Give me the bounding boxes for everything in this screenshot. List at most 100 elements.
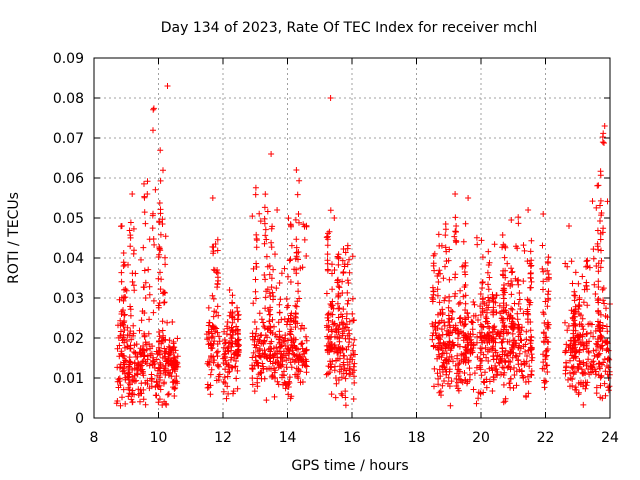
data-point (585, 349, 592, 356)
data-point (286, 257, 293, 264)
data-point (142, 401, 149, 408)
data-point (266, 262, 273, 269)
data-point (252, 288, 259, 295)
data-point (462, 262, 469, 269)
data-point (289, 356, 296, 363)
data-point (502, 359, 509, 366)
data-point (465, 314, 472, 321)
data-point (140, 396, 147, 403)
data-point (269, 316, 276, 323)
data-point (539, 242, 546, 249)
data-point (212, 241, 219, 247)
data-point (569, 345, 576, 352)
data-point (255, 352, 262, 359)
data-point (249, 213, 256, 220)
data-point (149, 212, 156, 219)
data-point (570, 322, 577, 329)
data-point (596, 350, 603, 357)
data-point (251, 319, 258, 325)
data-point (579, 315, 586, 322)
data-point (528, 357, 535, 364)
data-point (267, 329, 274, 336)
data-point (459, 318, 466, 325)
data-point (299, 362, 306, 369)
data-point (500, 316, 507, 322)
data-point (569, 314, 576, 321)
data-point (283, 296, 290, 302)
data-point (134, 366, 141, 373)
data-point (572, 269, 579, 276)
data-point (130, 330, 137, 337)
data-point (157, 286, 164, 293)
data-point (133, 370, 140, 377)
data-point (505, 364, 512, 370)
data-point (249, 365, 256, 372)
data-point (528, 237, 535, 244)
data-point (569, 280, 576, 287)
data-point (140, 347, 147, 354)
data-point (229, 314, 236, 321)
data-point (249, 365, 256, 372)
data-point (468, 336, 475, 343)
data-point (207, 391, 214, 398)
data-point (268, 244, 275, 251)
data-point (285, 378, 292, 385)
y-tick-label: 0.04 (53, 251, 84, 267)
data-point (120, 386, 127, 393)
data-point (329, 270, 335, 277)
data-point (299, 264, 306, 271)
data-point (598, 333, 605, 340)
data-point (461, 332, 468, 339)
data-point (234, 367, 241, 374)
data-point (434, 325, 441, 332)
data-point (340, 359, 347, 366)
data-point (603, 323, 610, 330)
data-point (171, 354, 178, 361)
data-point (438, 326, 445, 333)
data-point (303, 333, 309, 340)
data-point (335, 292, 342, 299)
data-point (442, 226, 449, 233)
data-point (172, 385, 179, 391)
data-point (339, 278, 346, 285)
data-point (332, 394, 339, 401)
data-point (229, 319, 236, 326)
data-point (527, 340, 534, 347)
data-point (525, 297, 532, 304)
data-point (210, 353, 217, 360)
data-point (429, 284, 436, 291)
data-point (158, 276, 165, 283)
data-point (283, 364, 290, 371)
data-point (127, 219, 134, 226)
data-point (209, 324, 216, 331)
data-point (457, 368, 463, 375)
data-point (545, 288, 552, 295)
data-point (205, 304, 212, 311)
data-point (336, 338, 343, 345)
data-point (220, 388, 227, 395)
data-point (328, 391, 335, 398)
data-point (501, 323, 508, 330)
y-tick-label: 0.02 (53, 331, 84, 347)
data-point (520, 242, 527, 249)
data-point (281, 265, 288, 272)
data-point (434, 292, 441, 299)
data-point (478, 345, 485, 352)
data-point (351, 379, 358, 386)
data-point (258, 316, 265, 323)
data-point (120, 359, 127, 366)
data-point (262, 191, 269, 198)
data-point (329, 261, 335, 268)
data-point (482, 344, 489, 351)
data-point (520, 310, 527, 317)
data-point (440, 275, 447, 282)
data-point (324, 267, 331, 274)
data-point (514, 324, 521, 331)
data-point (229, 292, 236, 299)
data-point (161, 289, 167, 296)
data-point (344, 261, 351, 268)
data-point (223, 331, 230, 337)
data-point (545, 295, 552, 302)
x-tick-label: 16 (343, 430, 361, 446)
data-point (271, 351, 278, 358)
